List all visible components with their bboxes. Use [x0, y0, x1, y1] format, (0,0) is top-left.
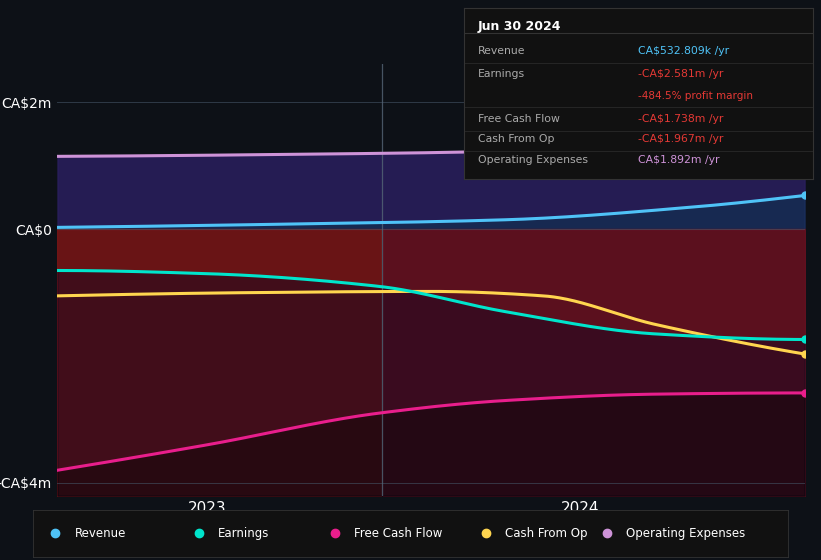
Text: Free Cash Flow: Free Cash Flow: [478, 114, 560, 124]
Text: Earnings: Earnings: [218, 527, 269, 540]
Text: -CA$2.581m /yr: -CA$2.581m /yr: [639, 69, 723, 79]
Text: Jun 30 2024: Jun 30 2024: [478, 20, 562, 32]
Text: Revenue: Revenue: [478, 46, 525, 56]
Text: -CA$1.738m /yr: -CA$1.738m /yr: [639, 114, 723, 124]
Text: Revenue: Revenue: [75, 527, 126, 540]
Text: CA$532.809k /yr: CA$532.809k /yr: [639, 46, 729, 56]
Text: Cash From Op: Cash From Op: [505, 527, 587, 540]
Text: CA$1.892m /yr: CA$1.892m /yr: [639, 156, 720, 165]
Text: Cash From Op: Cash From Op: [478, 134, 554, 144]
Text: -CA$1.967m /yr: -CA$1.967m /yr: [639, 134, 723, 144]
Text: Free Cash Flow: Free Cash Flow: [354, 527, 443, 540]
Text: Earnings: Earnings: [478, 69, 525, 79]
Text: Operating Expenses: Operating Expenses: [478, 156, 588, 165]
Text: Operating Expenses: Operating Expenses: [626, 527, 745, 540]
Text: -484.5% profit margin: -484.5% profit margin: [639, 91, 754, 100]
